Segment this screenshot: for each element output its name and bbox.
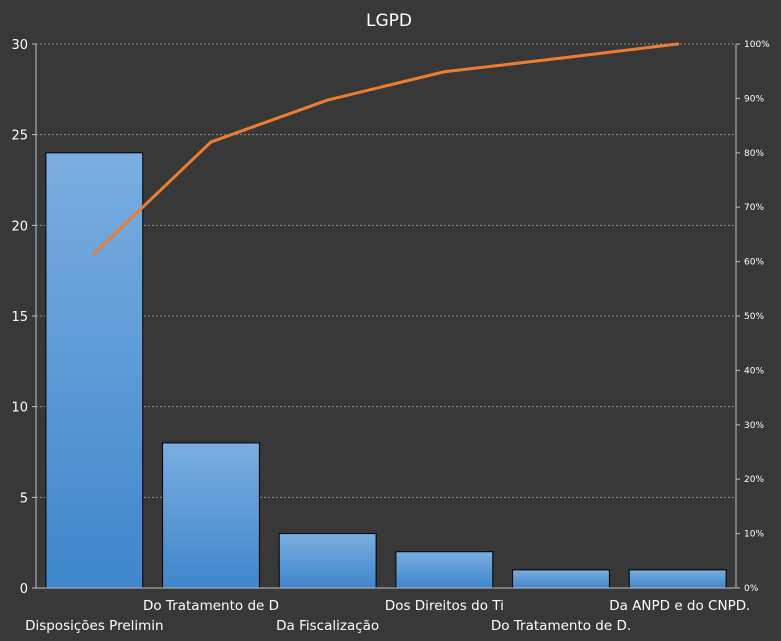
category-label-2: Do Tratamento de D <box>143 598 279 614</box>
cumulative-point-2 <box>209 140 213 144</box>
left-tick-label-15: 15 <box>11 310 28 325</box>
grid-lines <box>36 43 736 498</box>
bar-6 <box>628 569 727 589</box>
right-tick-label-3: 30% <box>744 421 764 431</box>
cumulative-point-1 <box>92 251 96 255</box>
right-tick-label-0: 0% <box>744 584 759 594</box>
right-axis-ticks: 0% 10% 20% 30% 40% 50% 60% 70% 80% 90% 100% <box>744 40 770 594</box>
right-tick-label-4: 40% <box>744 366 764 376</box>
category-label-1: Disposições Prelimin <box>25 618 164 634</box>
category-labels: Disposições Prelimin Do Tratamento de D Da… <box>25 598 750 634</box>
left-tick-label-30: 30 <box>11 38 28 53</box>
left-tick-label-25: 25 <box>11 129 28 144</box>
right-tick-label-7: 70% <box>744 203 764 213</box>
cumulative-line <box>92 42 680 255</box>
chart-title: LGPD <box>366 11 412 31</box>
left-axis-ticks: 0 5 10 15 20 25 30 <box>11 38 28 597</box>
bar-1 <box>45 152 144 589</box>
right-tick-label-10: 100% <box>744 40 770 50</box>
cumulative-polyline <box>92 42 680 255</box>
cumulative-point-4 <box>442 70 446 74</box>
right-tick-label-2: 20% <box>744 475 764 485</box>
bar-4 <box>395 551 494 589</box>
right-tick-label-9: 90% <box>744 94 764 104</box>
bar-3 <box>278 533 377 589</box>
category-label-6: Da ANPD e do CNPD <box>609 598 746 614</box>
left-tick-label-10: 10 <box>11 401 28 416</box>
right-tick-label-6: 60% <box>744 258 764 268</box>
cumulative-point-5 <box>559 56 563 60</box>
left-tick-label-20: 20 <box>11 219 28 234</box>
category-label-trailing: . <box>746 598 750 614</box>
axes <box>32 43 740 589</box>
right-tick-label-5: 50% <box>744 312 764 322</box>
cumulative-point-3 <box>326 98 330 102</box>
category-label-5: Do Tratamento de D. <box>491 618 631 634</box>
category-label-4: Dos Direitos do Ti <box>385 598 504 614</box>
left-tick-label-5: 5 <box>20 491 28 506</box>
right-tick-label-1: 10% <box>744 530 764 540</box>
right-tick-label-8: 80% <box>744 149 764 159</box>
cumulative-point-6 <box>676 42 680 46</box>
bar-2 <box>162 442 260 589</box>
category-label-3: Da Fiscalização <box>276 618 379 634</box>
left-tick-label-0: 0 <box>20 582 28 597</box>
bars <box>45 152 727 589</box>
bar-5 <box>512 569 610 589</box>
